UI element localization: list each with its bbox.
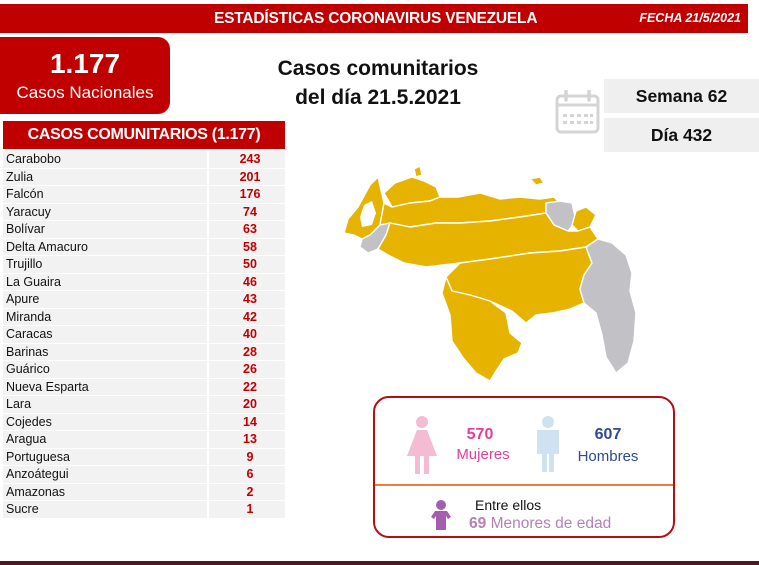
state-cases: 58 [209,238,285,256]
community-table-title: CASOS COMUNITARIOS (1.177) [3,121,285,149]
state-cases: 13 [209,431,285,449]
state-cases: 243 [209,151,285,169]
page-title-text: ESTADÍSTICAS CORONAVIRUS VENEZUELA [214,10,538,27]
table-row: Miranda 42 [3,308,285,326]
state-name: Anzoátegui [3,466,209,484]
state-cases: 26 [209,361,285,379]
state-name: Cojedes [3,413,209,431]
state-cases: 46 [209,273,285,291]
calendar-icon [555,90,600,134]
demographics-card: 570 Mujeres 607 Hombres Entre ellos 69 M… [373,396,675,538]
table-row: Delta Amacuro 58 [3,238,285,256]
state-name: Amazonas [3,483,209,501]
table-row: Anzoátegui 6 [3,466,285,484]
between-label: Entre ellos [475,497,542,513]
table-row: Cojedes 14 [3,413,285,431]
table-row: Apure 43 [3,291,285,309]
state-name: Guárico [3,361,209,379]
state-name: Caracas [3,326,209,344]
table-row: Caracas 40 [3,326,285,344]
table-row: Guárico 26 [3,361,285,379]
female-label: Mujeres [456,446,510,463]
table-row: Yaracuy 74 [3,203,285,221]
state-name: Barinas [3,343,209,361]
table-row: Zulia 201 [3,168,285,186]
state-cases: 74 [209,203,285,221]
table-row: Trujillo 50 [3,256,285,274]
table-row: Nueva Esparta 22 [3,378,285,396]
male-label: Hombres [577,448,639,465]
national-cases-label: Casos Nacionales [16,83,154,102]
community-cases-table: Carabobo 243 Zulia 201 Falcón 176 Yaracuy 74 Bol… [3,151,285,519]
divider [375,484,673,486]
state-cases: 1 [209,501,285,519]
state-cases: 22 [209,378,285,396]
national-cases-number: 1.177 [49,48,121,79]
venezuela-map [343,165,637,382]
female-count: 570 [466,426,494,443]
table-row: Amazonas 2 [3,483,285,501]
state-name: Delta Amacuro [3,238,209,256]
report-date: FECHA 21/5/2021 [639,11,741,25]
state-name: La Guaira [3,273,209,291]
page-title: ESTADÍSTICAS CORONAVIRUS VENEZUELA [0,4,748,33]
footer-strip [0,561,759,565]
state-cases: 42 [209,308,285,326]
day-counter: Día 432 [604,118,759,152]
state-name: Carabobo [3,151,209,169]
headline: Casos comunitarios del día 21.5.2021 [262,54,494,112]
minors-label: Menores de edad [490,515,612,532]
table-row: Carabobo 243 [3,151,285,169]
state-name: Sucre [3,501,209,519]
state-cases: 50 [209,256,285,274]
table-row: Lara 20 [3,396,285,414]
state-name: Lara [3,396,209,414]
table-row: La Guaira 46 [3,273,285,291]
child-icon [431,500,451,530]
state-name: Nueva Esparta [3,378,209,396]
state-name: Apure [3,291,209,309]
state-cases: 6 [209,466,285,484]
state-cases: 63 [209,221,285,239]
state-name: Zulia [3,168,209,186]
state-cases: 14 [209,413,285,431]
headline-line-2: del día 21.5.2021 [295,86,461,109]
table-row: Barinas 28 [3,343,285,361]
male-count: 607 [594,426,622,443]
male-icon [537,416,559,472]
header-band [0,4,748,33]
state-cases: 2 [209,483,285,501]
table-row: Aragua 13 [3,431,285,449]
state-cases: 9 [209,448,285,466]
state-name: Miranda [3,308,209,326]
state-name: Yaracuy [3,203,209,221]
table-row: Falcón 176 [3,186,285,204]
state-name: Trujillo [3,256,209,274]
state-cases: 20 [209,396,285,414]
state-cases: 176 [209,186,285,204]
state-name: Portuguesa [3,448,209,466]
headline-line-1: Casos comunitarios [277,57,479,80]
state-cases: 28 [209,343,285,361]
table-row: Portuguesa 9 [3,448,285,466]
state-cases: 201 [209,168,285,186]
week-counter: Semana 62 [604,79,759,113]
table-row: Sucre 1 [3,501,285,519]
national-cases-card: 1.177 Casos Nacionales [0,37,170,114]
state-name: Falcón [3,186,209,204]
state-cases: 43 [209,291,285,309]
female-icon [407,416,437,474]
state-name: Aragua [3,431,209,449]
state-name: Bolívar [3,221,209,239]
table-row: Bolívar 63 [3,221,285,239]
state-cases: 40 [209,326,285,344]
minors-count: 69 [469,515,487,532]
minors-text: 69 Menores de edad [469,515,611,533]
